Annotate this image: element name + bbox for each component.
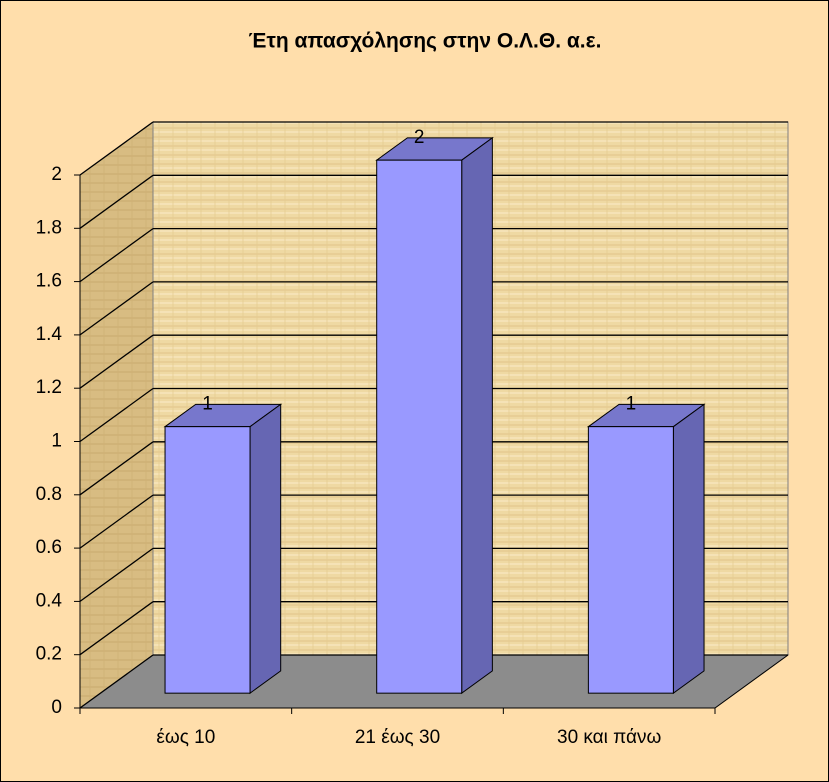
bar-side — [461, 136, 493, 695]
y-tick-label: 0.8 — [36, 484, 62, 505]
plot-area: 0 0.2 0.4 0.6 0.8 1 1.2 1.4 1.6 1.8 2 έως 10 1 21 έως… — [36, 121, 790, 748]
chart-title: Έτη απασχόλησης στην Ο.Λ.Θ. α.ε. — [249, 30, 602, 53]
grid-line — [79, 441, 154, 496]
x-axis-depth — [714, 654, 789, 709]
grid-line — [79, 281, 154, 336]
grid-line — [79, 334, 154, 389]
bar-side — [249, 403, 282, 695]
grid-line — [79, 174, 154, 229]
bar — [376, 159, 463, 694]
grid-line — [79, 121, 154, 176]
grid-line — [79, 387, 154, 443]
grid-line — [79, 601, 154, 656]
bar — [587, 426, 674, 694]
y-tick-label: 1.4 — [36, 324, 63, 345]
data-label: 2 — [414, 127, 425, 148]
grid-line — [79, 654, 154, 709]
bar-side — [672, 403, 705, 695]
bar — [164, 426, 251, 694]
y-tick-label: 2 — [51, 164, 62, 185]
x-tick-label: έως 10 — [156, 727, 215, 748]
data-label: 1 — [626, 394, 637, 415]
grid-line — [79, 228, 154, 283]
y-tick-label: 0.6 — [36, 537, 62, 558]
y-tick-label: 1.2 — [36, 377, 62, 398]
grid-line — [79, 494, 154, 549]
y-tick-label: 0.4 — [36, 590, 63, 611]
grid-line — [79, 547, 154, 602]
data-label: 1 — [202, 394, 213, 415]
y-tick-label: 1.8 — [36, 217, 62, 238]
y-tick-label: 0.2 — [36, 644, 62, 665]
x-tick-label: 30 και πάνω — [557, 727, 661, 748]
y-tick-label: 1.6 — [36, 271, 62, 292]
y-tick-label: 1 — [51, 431, 62, 452]
x-tick-label: 21 έως 30 — [355, 727, 440, 748]
y-tick-label: 0 — [51, 697, 62, 718]
